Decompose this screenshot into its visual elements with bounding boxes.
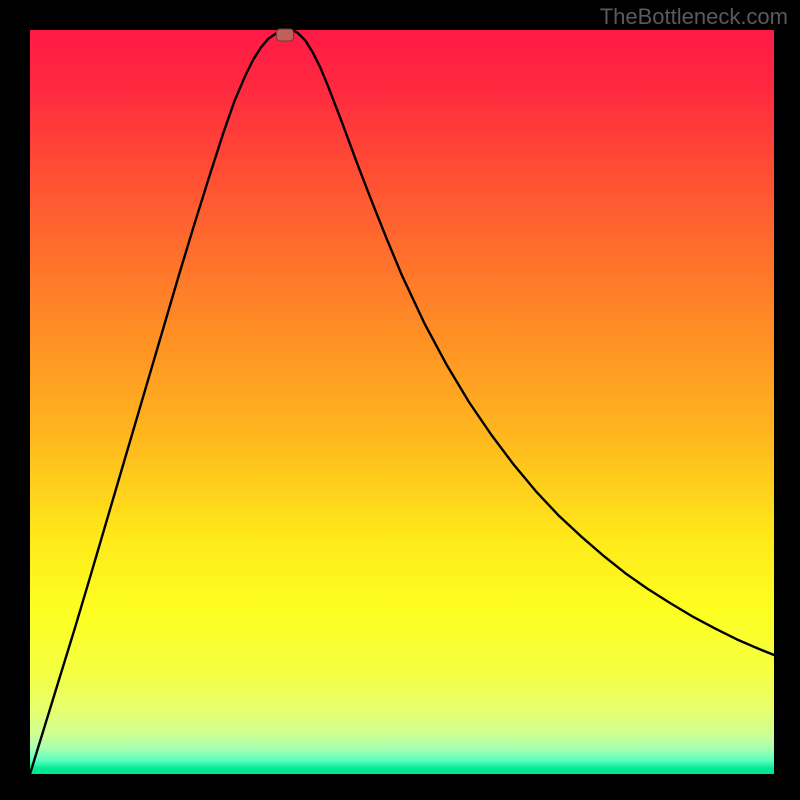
watermark-text: TheBottleneck.com (600, 4, 788, 30)
chart-container: TheBottleneck.com (0, 0, 800, 800)
plot-area (30, 30, 774, 774)
curve-svg (30, 30, 774, 774)
gradient-background (30, 30, 774, 774)
bottleneck-curve (30, 30, 774, 774)
optimal-point-marker (276, 29, 294, 42)
